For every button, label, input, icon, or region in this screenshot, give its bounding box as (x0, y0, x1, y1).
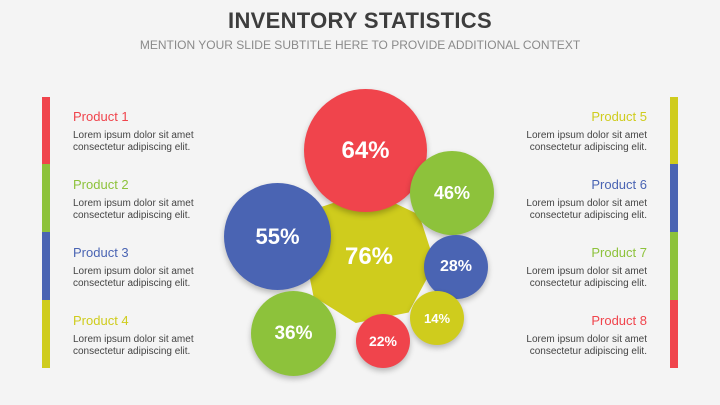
bubble-14: 14% (410, 291, 464, 345)
product-item-8: Product 8 Lorem ipsum dolor sit amet con… (437, 313, 647, 358)
color-bar-product-6 (670, 164, 678, 232)
product-description: Lorem ipsum dolor sit amet consectetur a… (73, 130, 194, 153)
product-description: Lorem ipsum dolor sit amet consectetur a… (73, 266, 194, 289)
product-description: Lorem ipsum dolor sit amet consectetur a… (526, 198, 647, 221)
bubble-55: 55% (224, 183, 331, 290)
product-item-7: Product 7 Lorem ipsum dolor sit amet con… (437, 245, 647, 290)
product-item-2: Product 2 Lorem ipsum dolor sit amet con… (73, 177, 283, 222)
product-description: Lorem ipsum dolor sit amet consectetur a… (526, 130, 647, 153)
bubble-64: 64% (304, 89, 427, 212)
product-description: Lorem ipsum dolor sit amet consectetur a… (73, 198, 194, 221)
color-bar-product-5 (670, 97, 678, 164)
product-name: Product 8 (591, 313, 647, 328)
color-bar-product-2 (42, 164, 50, 232)
product-name: Product 5 (591, 109, 647, 124)
product-description: Lorem ipsum dolor sit amet consectetur a… (526, 266, 647, 289)
color-bar-product-1 (42, 97, 50, 164)
product-item-1: Product 1 Lorem ipsum dolor sit amet con… (73, 109, 283, 154)
product-description: Lorem ipsum dolor sit amet consectetur a… (73, 334, 194, 357)
color-bar-product-4 (42, 300, 50, 368)
bubble-36: 36% (251, 291, 336, 376)
product-name: Product 7 (591, 245, 647, 260)
bubble-22: 22% (356, 314, 410, 368)
product-item-3: Product 3 Lorem ipsum dolor sit amet con… (73, 245, 283, 290)
product-item-4: Product 4 Lorem ipsum dolor sit amet con… (73, 313, 283, 358)
product-name: Product 2 (73, 177, 129, 192)
product-name: Product 1 (73, 109, 129, 124)
product-name: Product 4 (73, 313, 129, 328)
bubble-28: 28% (424, 235, 488, 299)
color-bar-product-7 (670, 232, 678, 300)
slide-title: INVENTORY STATISTICS (228, 8, 492, 33)
color-bar-product-3 (42, 232, 50, 300)
slide-subtitle: MENTION YOUR SLIDE SUBTITLE HERE TO PROV… (139, 38, 581, 52)
product-item-5: Product 5 Lorem ipsum dolor sit amet con… (437, 109, 647, 154)
product-name: Product 6 (591, 177, 647, 192)
product-description: Lorem ipsum dolor sit amet consectetur a… (526, 334, 647, 357)
color-bar-product-8 (670, 300, 678, 368)
product-item-6: Product 6 Lorem ipsum dolor sit amet con… (437, 177, 647, 222)
bubble-46: 46% (410, 151, 494, 235)
product-name: Product 3 (73, 245, 129, 260)
